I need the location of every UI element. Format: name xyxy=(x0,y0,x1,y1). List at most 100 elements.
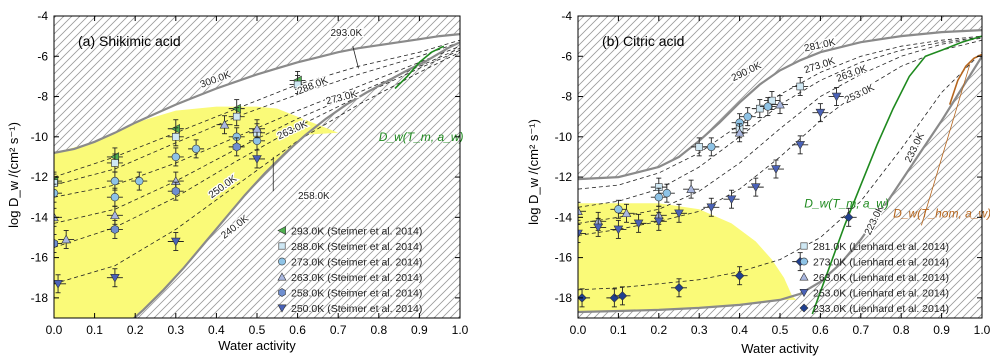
legend-entry: 233.0K (Lienhard et al. 2014) xyxy=(813,303,949,315)
data-point xyxy=(795,141,806,150)
y-tick-label: -6 xyxy=(561,49,572,63)
data-point xyxy=(54,179,58,187)
data-point xyxy=(750,183,761,193)
data-point xyxy=(686,184,696,193)
legend-marker xyxy=(278,242,286,250)
data-point xyxy=(293,80,302,89)
x-tick-label: 0.3 xyxy=(691,323,708,337)
series-3 xyxy=(578,87,845,243)
data-point xyxy=(771,165,781,174)
data-point xyxy=(170,237,181,247)
x-tick-label: 0.4 xyxy=(208,323,225,337)
data-point xyxy=(110,273,120,283)
y-tick-label: -18 xyxy=(555,291,573,305)
legend-marker xyxy=(277,304,287,313)
data-point xyxy=(110,176,120,186)
data-point xyxy=(135,176,144,186)
lower-boundary-curve xyxy=(132,41,460,318)
isotherm-line xyxy=(54,51,460,285)
x-tick-label: 0.5 xyxy=(772,323,789,337)
data-point xyxy=(734,270,745,281)
legend-marker xyxy=(278,288,286,297)
data-point xyxy=(232,142,241,152)
y-axis-label: log D_w /(cm² s⁻¹) xyxy=(6,122,21,228)
x-tick-label: 0.4 xyxy=(731,323,748,337)
panel-title: (b) Citric acid xyxy=(602,33,684,49)
legend-marker xyxy=(277,272,287,281)
melting-annotation: D_w(T_m, a_w) xyxy=(804,196,889,210)
y-tick-label: -12 xyxy=(31,170,49,184)
data-point xyxy=(763,102,773,111)
y-tick-label: -10 xyxy=(555,130,573,144)
data-point xyxy=(695,143,703,151)
data-point xyxy=(726,195,737,205)
data-point xyxy=(662,189,672,198)
legend-entry: 263.0K (Lienhard et al. 2014) xyxy=(813,272,949,284)
isotherm-line xyxy=(578,35,982,190)
data-point xyxy=(110,224,119,235)
x-tick-label: 0.7 xyxy=(852,323,869,337)
isotherm-line xyxy=(54,41,460,186)
data-point xyxy=(191,144,201,154)
upper-boundary-curve xyxy=(578,29,982,181)
legend-marker xyxy=(799,303,809,313)
x-tick-label: 0.7 xyxy=(330,323,347,337)
melting-annotation: D_w(T_m, a_w) xyxy=(379,130,464,144)
x-tick-label: 0.3 xyxy=(167,323,184,337)
y-tick-label: -16 xyxy=(31,251,49,265)
melting-curve xyxy=(811,35,982,315)
isotherm-line xyxy=(578,39,982,236)
legend-entry: 273.0K (Steimer et al. 2014) xyxy=(291,257,422,269)
data-point xyxy=(61,234,71,244)
data-point xyxy=(54,280,63,289)
data-point xyxy=(110,210,120,220)
plot-area xyxy=(54,16,460,318)
legend-marker xyxy=(799,289,809,298)
x-tick-label: 0.6 xyxy=(289,323,306,337)
isotherm-line xyxy=(54,47,460,224)
data-point xyxy=(593,223,604,233)
data-point xyxy=(706,203,717,213)
y-tick-label: -4 xyxy=(37,9,48,23)
y-tick-label: -14 xyxy=(31,210,49,224)
x-axis-label: Water activity xyxy=(741,341,819,356)
data-point xyxy=(111,159,119,167)
x-axis-label: Water activity xyxy=(218,338,296,353)
data-point xyxy=(171,152,180,162)
data-point xyxy=(232,112,241,121)
data-point xyxy=(54,238,59,249)
isotherm-label: 258.0K xyxy=(298,191,330,202)
data-point xyxy=(219,119,230,129)
data-point xyxy=(674,209,684,219)
upper-boundary-curve xyxy=(54,33,460,154)
data-point xyxy=(707,142,716,152)
data-point xyxy=(768,96,776,105)
legend-marker xyxy=(800,257,808,266)
y-tick-label: -6 xyxy=(37,49,48,63)
lower-boundary-curve xyxy=(578,55,982,314)
data-point xyxy=(653,217,664,227)
y-tick-label: -8 xyxy=(37,90,48,104)
melting-curve xyxy=(394,45,445,90)
legend-entry: 293.0K (Steimer et al. 2014) xyxy=(291,226,422,238)
data-point xyxy=(734,127,745,137)
data-point xyxy=(743,112,752,121)
x-tick-label: 0.9 xyxy=(933,323,950,337)
isotherm-label: 293.0K xyxy=(330,28,362,39)
data-point xyxy=(633,219,644,229)
legend-marker xyxy=(800,242,808,250)
data-point xyxy=(796,82,804,91)
x-tick-label: 0.9 xyxy=(411,323,428,337)
data-point xyxy=(252,123,262,133)
x-tick-label: 0.8 xyxy=(893,323,910,337)
data-point xyxy=(613,225,624,235)
legend-entry: 258.0K (Steimer et al. 2014) xyxy=(291,288,422,300)
data-point xyxy=(252,155,262,164)
y-tick-label: -12 xyxy=(555,170,573,184)
data-point xyxy=(578,229,583,239)
panel-title: (a) Shikimic acid xyxy=(78,33,181,49)
legend-marker xyxy=(799,272,809,281)
